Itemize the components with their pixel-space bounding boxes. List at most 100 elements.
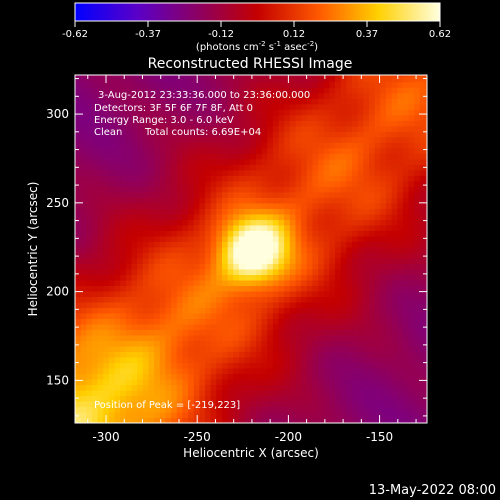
heatmap-cell [199, 98, 206, 105]
heatmap-cell [284, 75, 291, 77]
heatmap-cell [369, 257, 376, 264]
heatmap-cell [108, 197, 116, 204]
heatmap-cell [306, 153, 314, 160]
heatmap-cell [125, 340, 133, 347]
heatmap-cell [244, 307, 251, 314]
heatmap-cell [391, 389, 398, 397]
heatmap-cell [97, 219, 104, 226]
heatmap-cell [369, 114, 376, 121]
heatmap-cell [278, 285, 285, 292]
heatmap-cell [267, 290, 274, 297]
heatmap-cell [402, 389, 410, 397]
heatmap-cell [216, 87, 223, 94]
heatmap-cell [108, 252, 116, 259]
heatmap-cell [238, 312, 246, 320]
heatmap-cell [397, 114, 404, 121]
heatmap-cell [80, 186, 87, 193]
heatmap-cell [131, 395, 138, 402]
heatmap-cell [80, 158, 87, 165]
heatmap-cell [374, 125, 381, 132]
heatmap-cell [171, 180, 178, 187]
heatmap-cell [261, 92, 268, 99]
heatmap-cell [335, 87, 342, 94]
heatmap-cell [255, 334, 263, 342]
heatmap-cell [176, 75, 184, 77]
heatmap-cell [289, 351, 297, 358]
heatmap-cell [137, 147, 144, 154]
heatmap-cell [154, 290, 161, 297]
heatmap-cell [323, 329, 331, 336]
heatmap-cell [199, 131, 206, 138]
heatmap-cell [369, 389, 376, 397]
heatmap-cell [284, 136, 291, 143]
heatmap-cell [267, 373, 274, 380]
heatmap-cell [335, 301, 342, 309]
heatmap-cell [397, 378, 404, 386]
heatmap-cell [165, 285, 172, 292]
colorbar-tick-label: 0.62 [429, 29, 451, 40]
heatmap-cell [91, 285, 99, 292]
heatmap-cell [216, 246, 223, 253]
heatmap-cell [397, 345, 404, 353]
heatmap-cell [188, 219, 195, 226]
heatmap-cell [272, 378, 280, 386]
heatmap-cell [131, 202, 138, 209]
heatmap-cell [289, 241, 297, 248]
heatmap-cell [374, 202, 381, 209]
heatmap-cell [301, 197, 308, 204]
heatmap-cell [312, 334, 319, 342]
heatmap-cell [216, 180, 223, 187]
heatmap-cell [233, 356, 240, 364]
heatmap-cell [176, 98, 184, 105]
heatmap-cell [414, 285, 421, 292]
heatmap-cell [182, 340, 189, 347]
heatmap-cell [284, 345, 291, 353]
heatmap-cell [267, 164, 274, 171]
heatmap-cell [216, 147, 223, 154]
heatmap-cell [312, 274, 319, 281]
heatmap-cell [267, 208, 274, 215]
heatmap-cell [142, 109, 150, 116]
heatmap-cell [397, 340, 404, 347]
heatmap-cell [125, 285, 133, 292]
heatmap-cell [148, 169, 155, 176]
heatmap-cell [402, 351, 410, 358]
heatmap-cell [414, 169, 421, 176]
heatmap-cell [137, 362, 144, 369]
heatmap-cell [369, 356, 376, 364]
heatmap-cell [301, 351, 308, 358]
heatmap-cell [244, 120, 251, 127]
heatmap-cell [278, 76, 285, 83]
heatmap-cell [244, 81, 251, 88]
heatmap-cell [80, 87, 87, 94]
heatmap-cell [414, 153, 421, 160]
heatmap-cell [402, 257, 410, 264]
heatmap-cell [205, 131, 212, 138]
heatmap-cell [154, 235, 161, 242]
heatmap-cell [86, 307, 93, 314]
heatmap-cell [397, 158, 404, 165]
heatmap-cell [408, 158, 415, 165]
heatmap-cell [329, 131, 336, 138]
heatmap-cell [131, 285, 138, 292]
heatmap-cell [97, 158, 104, 165]
heatmap-cell [238, 98, 246, 105]
heatmap-cell [397, 131, 404, 138]
heatmap-cell [193, 329, 200, 336]
heatmap-cell [363, 279, 370, 286]
heatmap-cell [402, 125, 410, 132]
heatmap-cell [137, 406, 144, 413]
heatmap-cell [97, 345, 104, 353]
heatmap-cell [188, 257, 195, 264]
heatmap-cell [261, 351, 268, 358]
heatmap-cell [414, 230, 421, 237]
heatmap-cell [289, 274, 297, 281]
heatmap-cell [352, 417, 359, 423]
heatmap-cell [193, 213, 200, 220]
heatmap-cell [312, 351, 319, 358]
heatmap-cell [216, 395, 223, 402]
heatmap-cell [171, 411, 178, 419]
heatmap-cell [261, 345, 268, 353]
heatmap-cell [385, 257, 393, 264]
heatmap-cell [97, 191, 104, 198]
